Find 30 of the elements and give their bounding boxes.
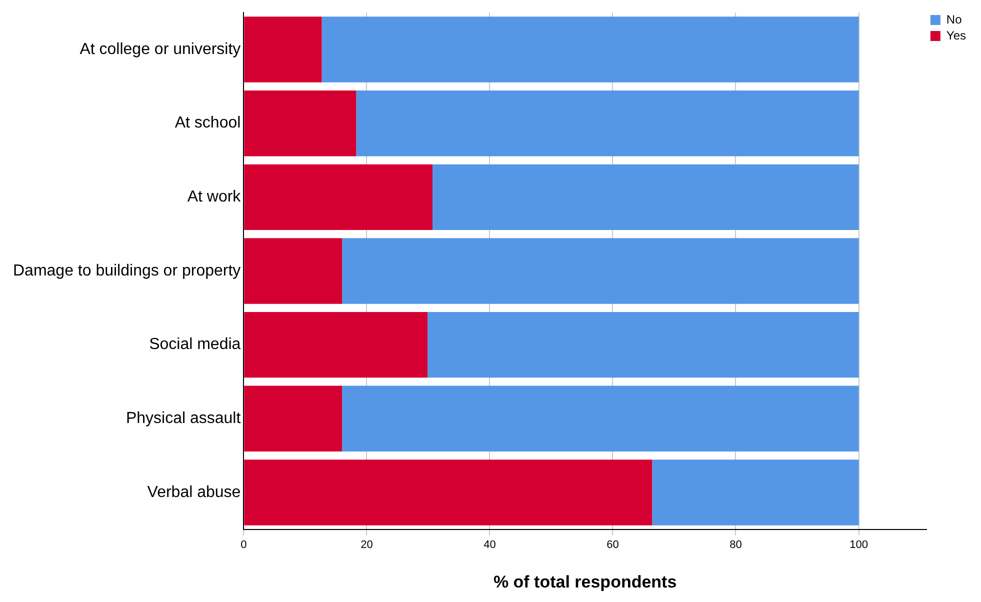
- bar: [244, 90, 356, 156]
- bar: [342, 238, 859, 304]
- x-tick-label: 100: [850, 539, 868, 552]
- bar: [244, 386, 342, 452]
- y-tick-label: Social media: [149, 336, 241, 354]
- y-tick-label: At college or university: [80, 40, 241, 58]
- x-tick-label: 0: [240, 539, 247, 552]
- bar: [356, 90, 859, 156]
- y-tick-label: Damage to buildings or property: [12, 262, 241, 280]
- bar: [244, 16, 322, 82]
- x-tick-label: 60: [606, 539, 619, 552]
- bar: [432, 164, 859, 230]
- bar: [244, 312, 428, 378]
- y-tick-label: Physical assault: [126, 410, 242, 428]
- bar: [428, 312, 859, 378]
- y-tick-label: At work: [187, 188, 242, 206]
- x-tick-label: 20: [360, 539, 373, 552]
- bar: [244, 238, 342, 304]
- y-tick-label: Verbal abuse: [147, 484, 241, 501]
- x-tick-label: 80: [730, 539, 742, 552]
- bar: [244, 460, 652, 526]
- legend-label: No: [946, 12, 962, 26]
- legend-label: Yes: [946, 28, 966, 42]
- bar: [244, 164, 433, 230]
- bar: [342, 386, 859, 452]
- y-tick-label: At school: [174, 114, 241, 132]
- x-axis-title: % of total respondents: [493, 572, 677, 592]
- bar: [652, 460, 859, 526]
- bar: [322, 16, 859, 82]
- x-tick-label: 40: [484, 539, 496, 552]
